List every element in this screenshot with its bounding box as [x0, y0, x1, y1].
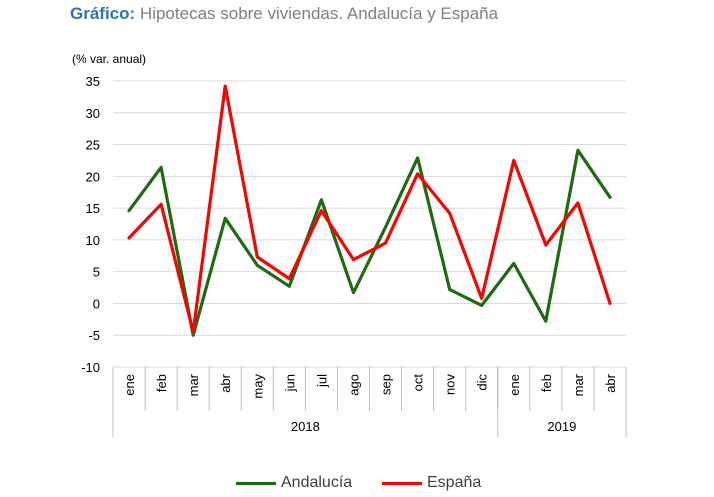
series-line: [127, 84, 612, 334]
series-line: [127, 148, 612, 337]
legend: Andalucía España: [0, 474, 714, 496]
x-tick-label: abr: [218, 373, 233, 392]
legend-label: España: [427, 474, 482, 491]
x-tick-label: jul: [314, 374, 329, 388]
legend-item: España: [382, 474, 481, 492]
x-tick-label: ago: [346, 374, 361, 396]
line-chart: -10 -5 0 5 10 15 20 25 30 35 ene feb mar abr may jun jul…: [81, 74, 627, 437]
y-tick-label: 0: [93, 296, 100, 311]
y-tick-label: 30: [86, 106, 100, 121]
legend-item: Andalucía: [236, 474, 352, 492]
legend-label: Andalucía: [281, 474, 353, 491]
legend-swatch: [382, 481, 422, 485]
y-axis-label: (% var. anual): [72, 52, 147, 66]
y-tick-label: 35: [86, 74, 100, 89]
x-tick-label: sep: [379, 374, 394, 395]
legend-swatch: [236, 481, 276, 485]
y-tick-label: -5: [88, 328, 100, 343]
year-group-label: 2019: [547, 419, 576, 434]
x-tick-label: feb: [154, 374, 169, 392]
chart-title-prefix: Gráfico:: [70, 4, 136, 23]
y-tick-label: 15: [86, 201, 100, 216]
x-tick-label: oct: [411, 374, 426, 392]
x-tick-label: ene: [507, 374, 522, 396]
y-tick-label: 5: [93, 265, 100, 280]
x-tick-label: nov: [443, 374, 458, 395]
x-tick-label: feb: [539, 374, 554, 392]
x-tick-label: mar: [186, 373, 201, 396]
chart-title: Gráfico: Hipotecas sobre viviendas. Anda…: [70, 4, 498, 24]
x-tick-label: jun: [282, 374, 297, 392]
x-tick-label: mar: [571, 373, 586, 396]
x-tick-label: dic: [475, 374, 490, 391]
y-tick-label: 10: [86, 233, 100, 248]
x-tick-label: may: [250, 374, 265, 399]
year-group-label: 2018: [291, 419, 320, 434]
chart-title-text: Hipotecas sobre viviendas. Andalucía y E…: [139, 4, 499, 23]
y-tick-label: 25: [86, 138, 100, 153]
y-tick-label: -10: [81, 360, 100, 375]
x-tick-label: ene: [122, 374, 137, 396]
x-tick-label: abr: [603, 373, 618, 392]
y-tick-label: 20: [86, 169, 100, 184]
